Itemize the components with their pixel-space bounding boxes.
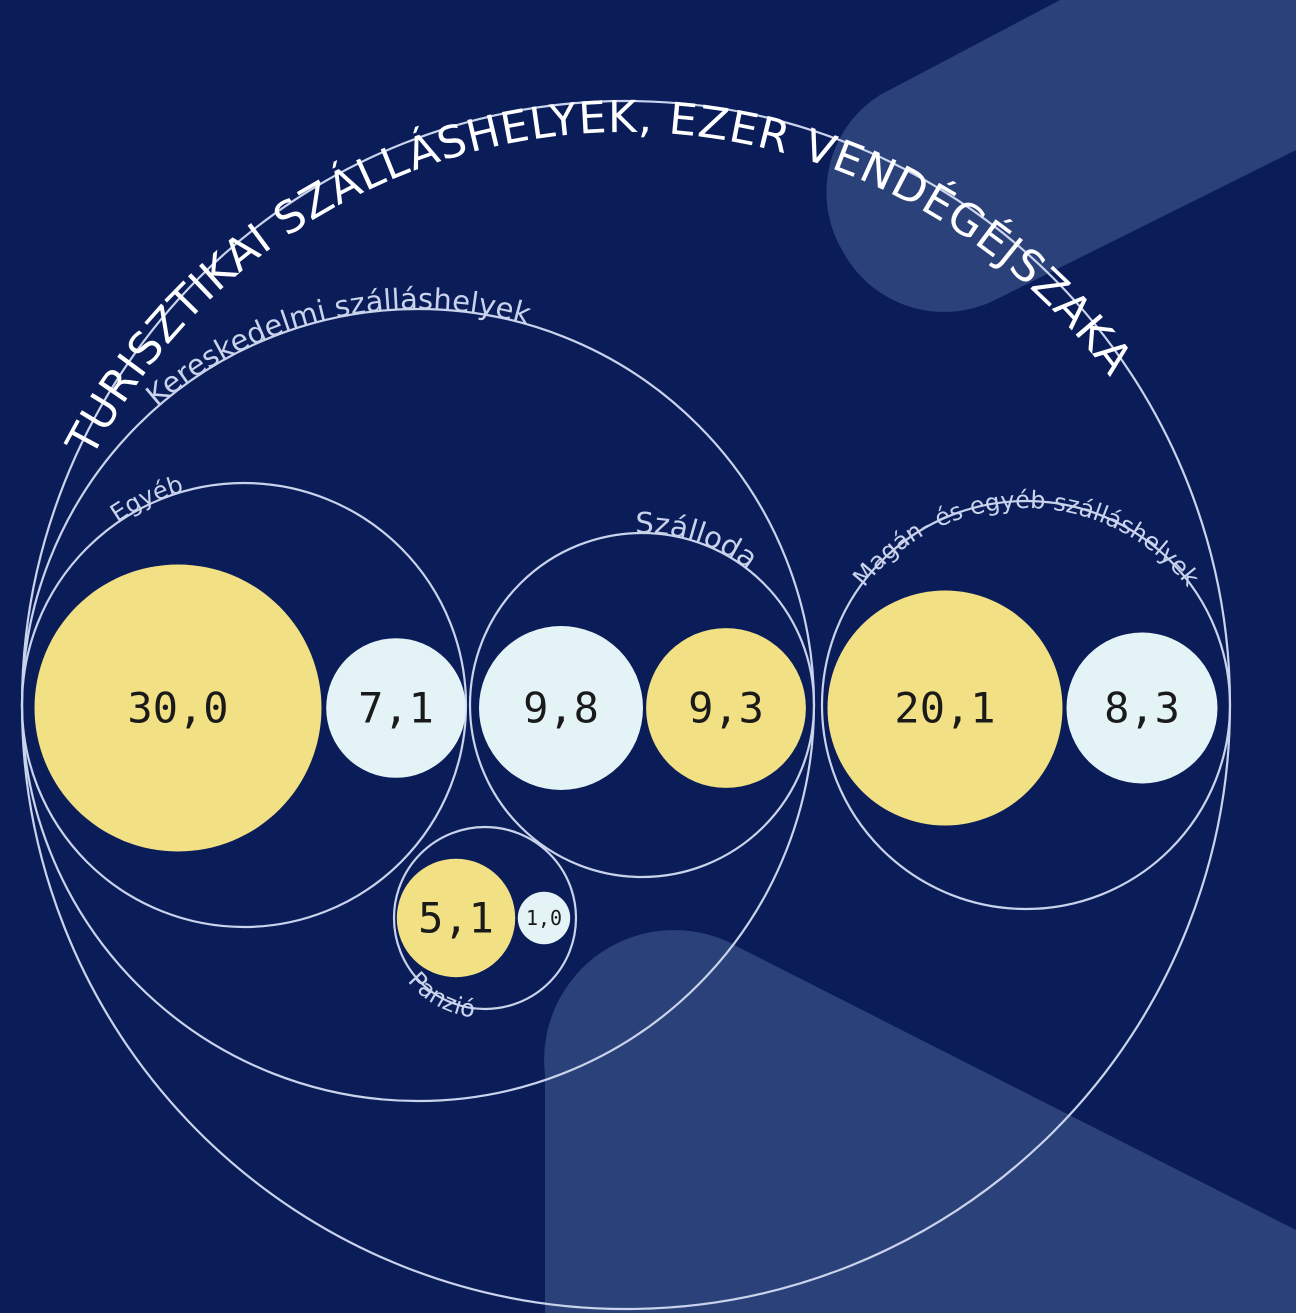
bubble-value-label: 20,1 xyxy=(894,684,995,733)
value-bubbles: 30,0 7,1 9,8 9,3 5,1 1,0 20,1 8,3 xyxy=(35,565,1218,978)
bubble-value-label: 30,0 xyxy=(127,684,228,733)
bubble-value-label: 8,3 xyxy=(1104,684,1180,733)
szalloda-label: Szálloda xyxy=(635,506,764,576)
bubble-value-label: 1,0 xyxy=(526,906,562,930)
bubble-value-label: 7,1 xyxy=(358,684,434,733)
bg-shape-bottom xyxy=(544,930,1296,1313)
magan-label: Magán- és egyéb szálláshelyek xyxy=(847,486,1205,592)
egyeb-label: Egyéb xyxy=(105,470,186,528)
bubble-value-label: 9,8 xyxy=(523,684,599,733)
bubble-value-label: 5,1 xyxy=(418,894,494,943)
bubble-value-label: 9,3 xyxy=(688,684,764,733)
